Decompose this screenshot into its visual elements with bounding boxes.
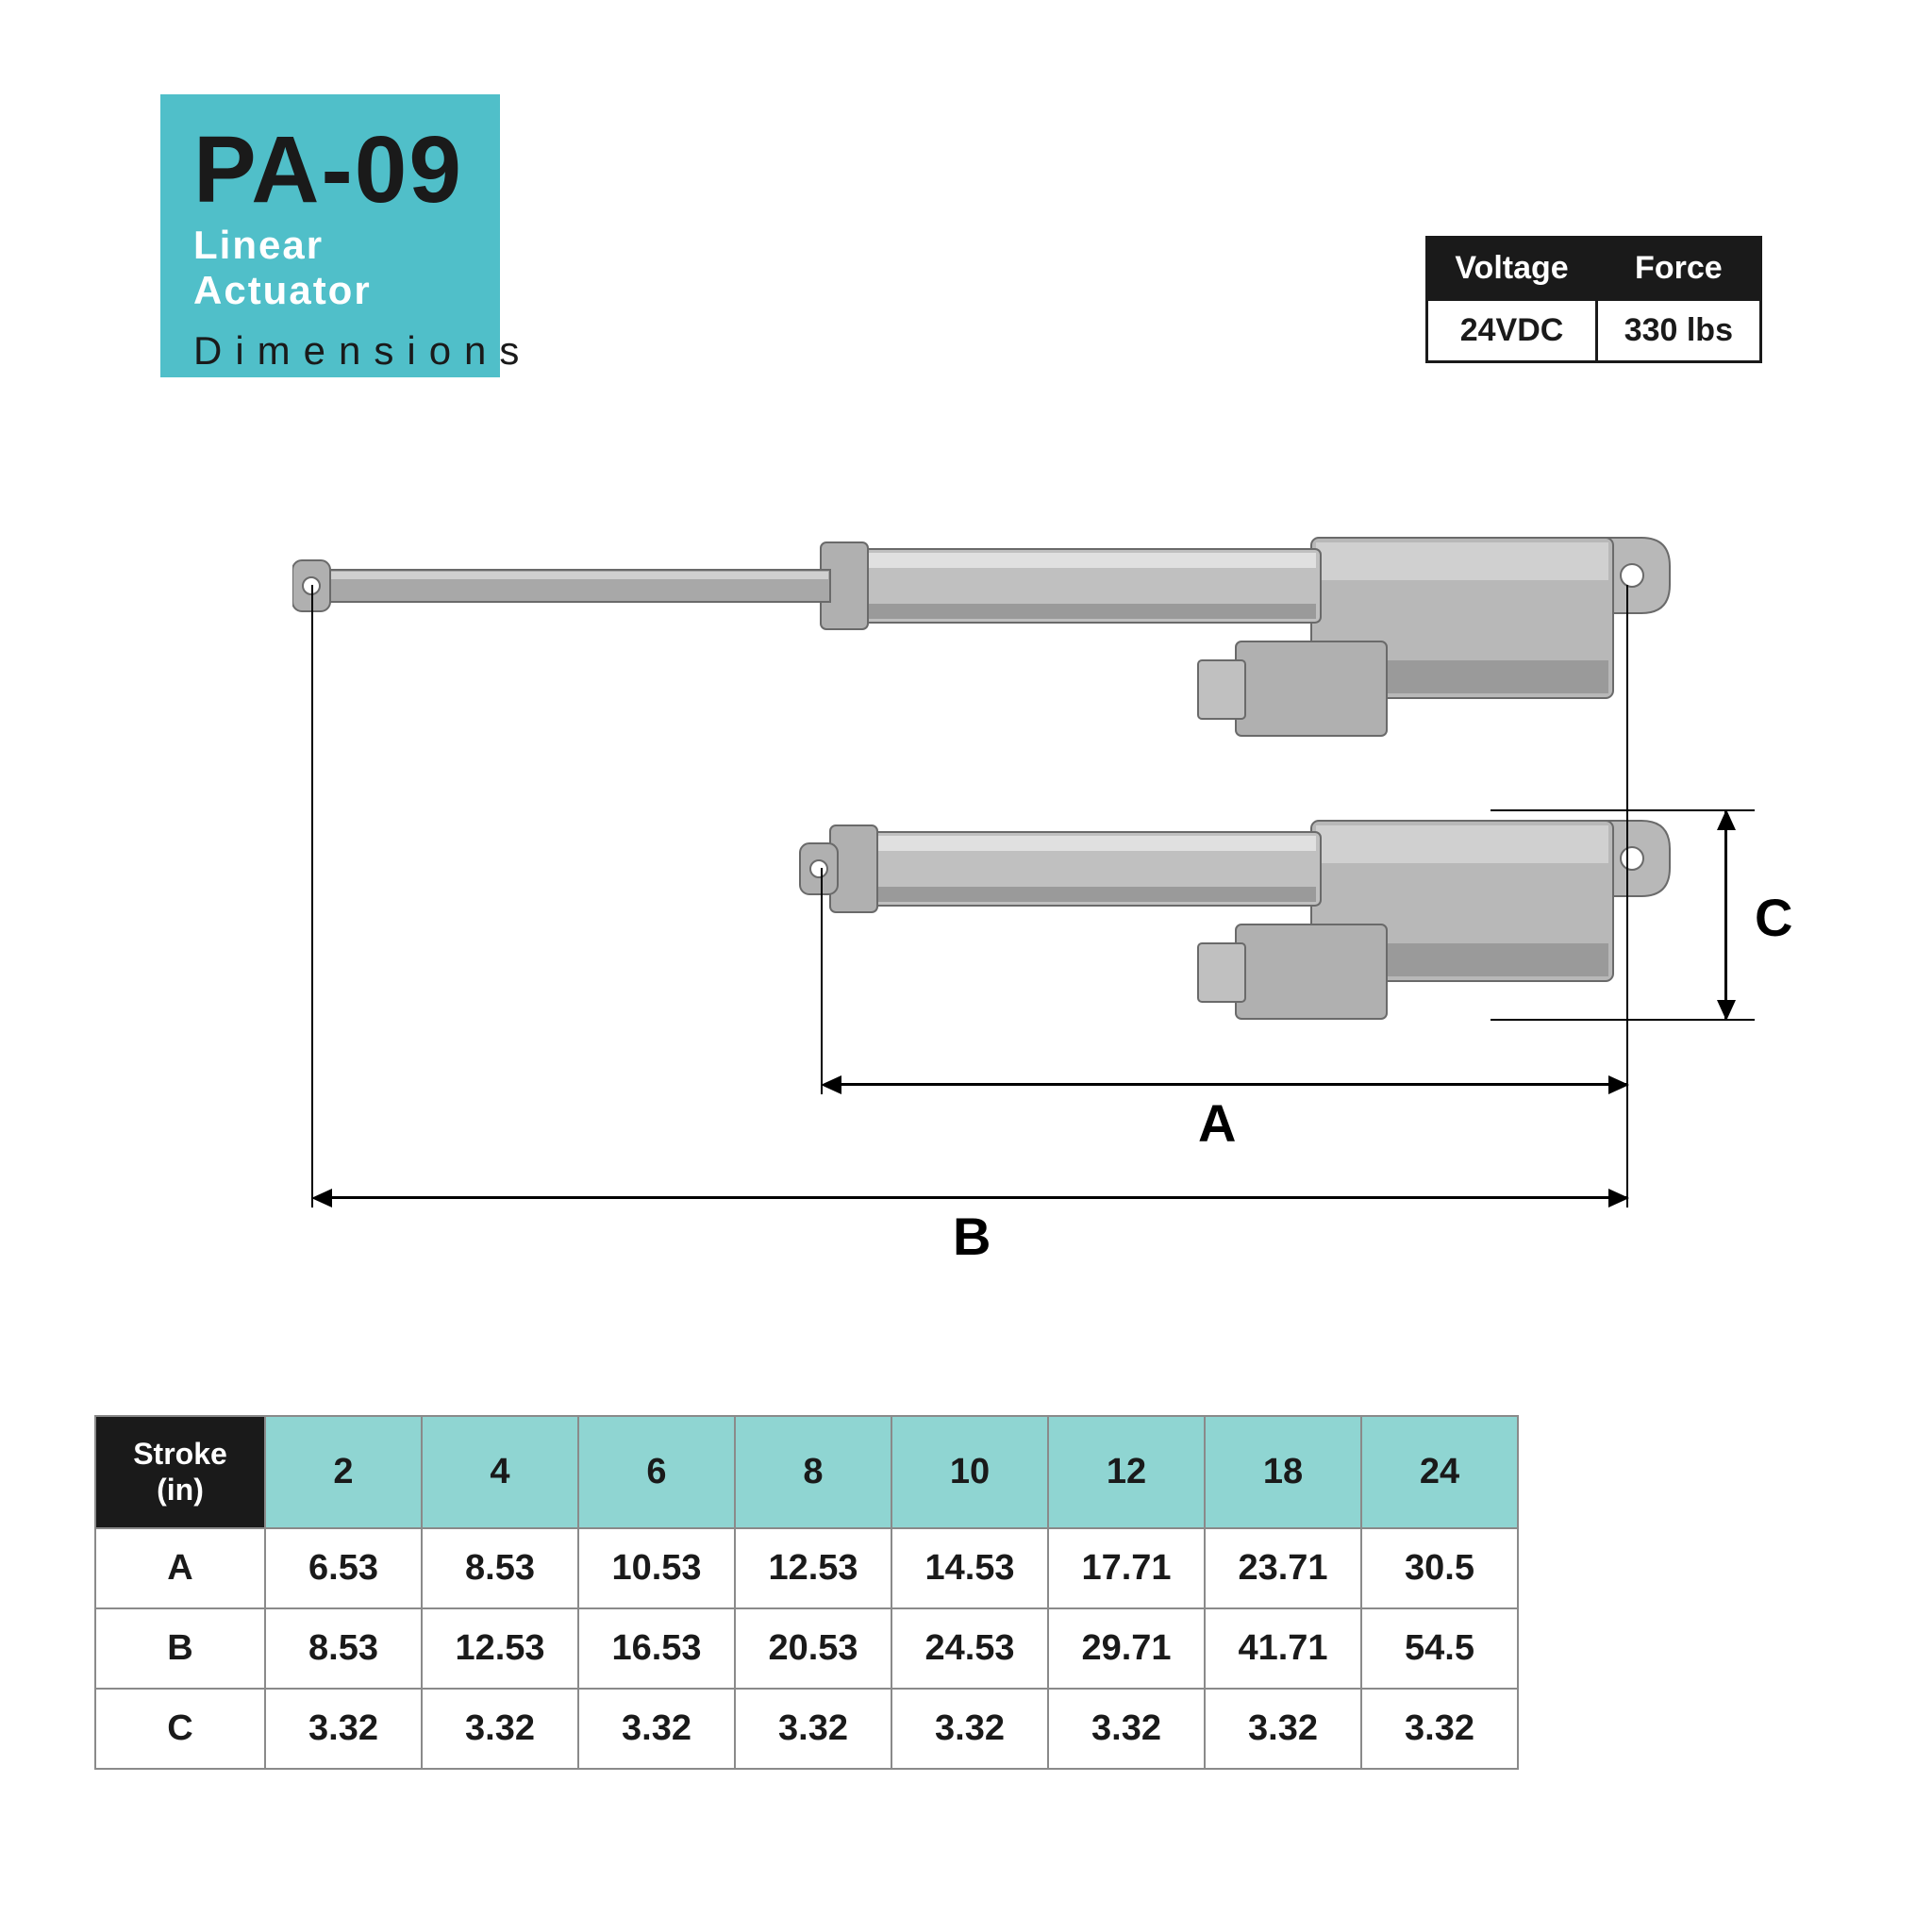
dim-c-label: C [1755,887,1792,948]
dim-extline [311,585,313,1208]
table-cell: 8.53 [265,1608,422,1689]
dim-extline [1626,585,1628,1208]
table-cell: 29.71 [1048,1608,1205,1689]
table-cell: 17.71 [1048,1528,1205,1608]
spec-val-force: 330 lbs [1596,300,1760,362]
dim-extline [821,868,823,1094]
dim-arrow-icon [1717,809,1736,830]
table-col: 2 [265,1416,422,1528]
dim-arrow-icon [1717,1000,1736,1021]
table-row: B 8.53 12.53 16.53 20.53 24.53 29.71 41.… [95,1608,1518,1689]
table-col: 4 [422,1416,578,1528]
dim-arrow-icon [1608,1189,1629,1208]
table-cell: 3.32 [578,1689,735,1769]
table-row: A 6.53 8.53 10.53 12.53 14.53 17.71 23.7… [95,1528,1518,1608]
table-cell: 3.32 [735,1689,891,1769]
table-cell: 30.5 [1361,1528,1518,1608]
dim-arrow-icon [821,1075,841,1094]
table-col: 18 [1205,1416,1361,1528]
table-cell: 3.32 [1361,1689,1518,1769]
model-number: PA-09 [193,123,467,217]
dimensions-label: Dimensions [193,328,467,374]
table-header-row: Stroke(in) 2 4 6 8 10 12 18 24 [95,1416,1518,1528]
spec-val-voltage: 24VDC [1427,300,1596,362]
table-cell: 24.53 [891,1608,1048,1689]
table-col: 12 [1048,1416,1205,1528]
dim-arrow-icon [311,1189,332,1208]
table-cell: 3.32 [891,1689,1048,1769]
table-row: C 3.32 3.32 3.32 3.32 3.32 3.32 3.32 3.3… [95,1689,1518,1769]
table-col: 6 [578,1416,735,1528]
table-cell: 16.53 [578,1608,735,1689]
spec-col-voltage: Voltage [1427,238,1596,300]
row-label: C [95,1689,265,1769]
table-cell: 20.53 [735,1608,891,1689]
row-label: B [95,1608,265,1689]
table-corner: Stroke(in) [95,1416,265,1528]
table-cell: 10.53 [578,1528,735,1608]
dim-a-label: A [1198,1092,1236,1154]
table-cell: 12.53 [422,1608,578,1689]
dim-arrow-icon [1608,1075,1629,1094]
dim-c-ext [1491,1019,1755,1021]
table-cell: 3.32 [1048,1689,1205,1769]
table-cell: 3.32 [422,1689,578,1769]
dim-b-line [316,1196,1627,1199]
dimensions-table: Stroke(in) 2 4 6 8 10 12 18 24 A 6.53 8.… [94,1415,1519,1770]
table-col: 8 [735,1416,891,1528]
table-cell: 8.53 [422,1528,578,1608]
dim-a-line [825,1083,1627,1086]
dim-c-line [1724,811,1727,1019]
actuator-extended-icon [292,528,1707,774]
actuator-diagram: B A C [264,491,1792,1245]
table-cell: 14.53 [891,1528,1048,1608]
header-badge: PA-09 Linear Actuator Dimensions [160,94,500,377]
table-cell: 23.71 [1205,1528,1361,1608]
table-col: 24 [1361,1416,1518,1528]
table-cell: 6.53 [265,1528,422,1608]
dim-b-label: B [953,1206,991,1267]
row-label: A [95,1528,265,1608]
table-cell: 3.32 [1205,1689,1361,1769]
table-cell: 41.71 [1205,1608,1361,1689]
table-col: 10 [891,1416,1048,1528]
dim-c-ext [1491,809,1755,811]
table-cell: 54.5 [1361,1608,1518,1689]
spec-col-force: Force [1596,238,1760,300]
product-type: Linear Actuator [193,223,467,313]
spec-table: Voltage Force 24VDC 330 lbs [1425,236,1762,363]
table-cell: 12.53 [735,1528,891,1608]
table-cell: 3.32 [265,1689,422,1769]
